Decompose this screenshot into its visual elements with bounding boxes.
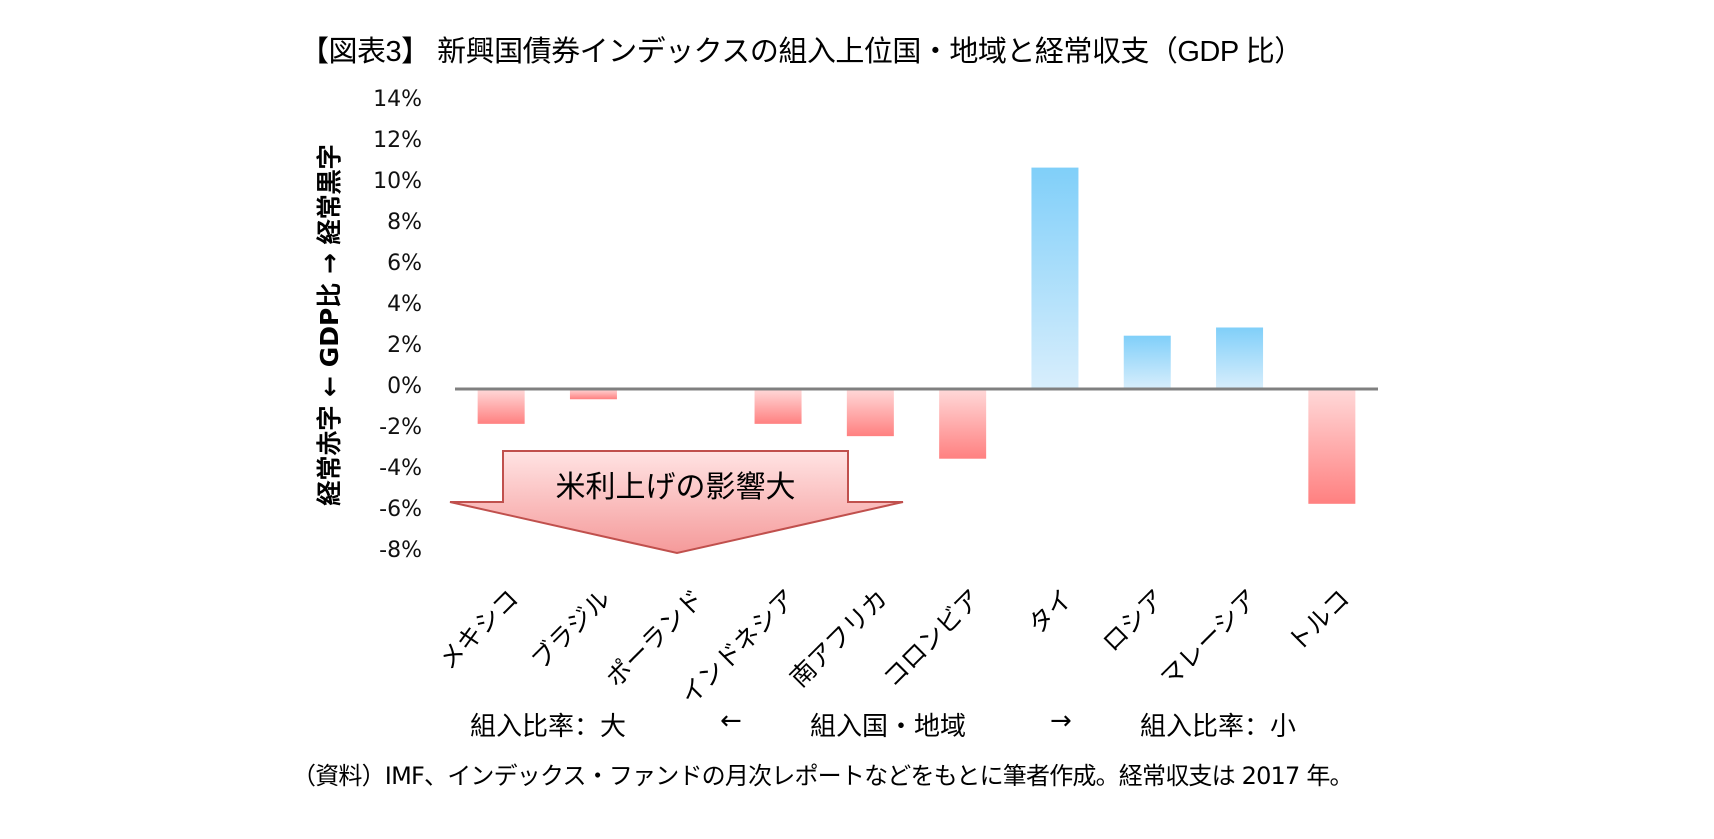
bar-7 [1123,335,1171,389]
y-tick-label: 2% [387,333,422,358]
bar-1 [569,389,617,400]
y-tick-label: -4% [379,456,422,481]
bar-8 [1216,327,1264,389]
y-tick-label: 8% [387,210,422,235]
footer-left-arrow: ← [720,706,742,736]
y-tick-label: 6% [387,251,422,276]
callout-label: 米利上げの影響大 [555,470,796,505]
bar-5 [939,389,987,459]
chart-title: 【図表3】 新興国債券インデックスの組入上位国・地域と経常収支（GDP 比） [300,36,1303,68]
bar-3 [754,389,802,424]
y-tick-label: 0% [387,374,422,399]
y-tick-label: 12% [373,128,422,153]
bar-4 [846,389,894,437]
y-tick-label: -2% [379,415,422,440]
y-tick-label: 10% [373,169,422,194]
down-arrow-icon [449,450,904,555]
y-tick-label: -8% [379,538,422,563]
bar-6 [1031,167,1079,389]
footer-right-label: 組入比率：小 [1140,712,1297,742]
footer-right-arrow: → [1050,706,1072,736]
y-tick-label: 4% [387,292,422,317]
bar-9 [1308,389,1356,504]
footer-center-label: 組入国・地域 [810,712,967,742]
y-tick-label: -6% [379,497,422,522]
footer-left-label: 組入比率：大 [470,712,627,742]
y-tick-label: 14% [373,87,422,112]
source-note: （資料）IMF、インデックス・ファンドの月次レポートなどをもとに筆者作成。経常収… [292,762,1354,790]
bar-0 [477,389,525,424]
bars-group [477,167,1356,504]
